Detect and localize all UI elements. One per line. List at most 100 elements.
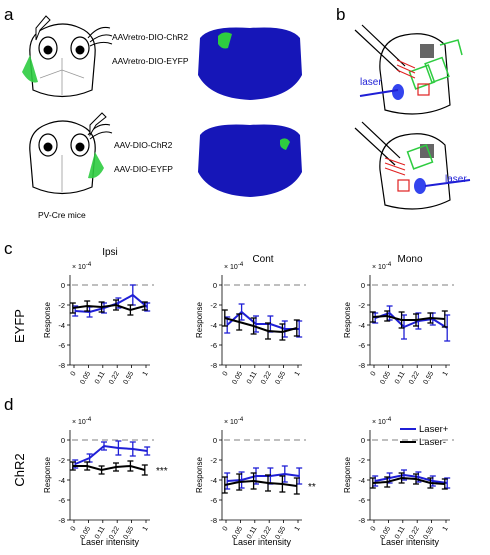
y-tick-label: 0 <box>361 436 365 445</box>
y-tick-label: -2 <box>210 456 217 465</box>
series-line-laser-on <box>74 444 148 465</box>
y-tick-label: 0 <box>213 436 217 445</box>
series-line-laser-off <box>72 303 146 312</box>
y-tick-label: -8 <box>210 516 217 525</box>
x-tick-label: 0.05 <box>231 370 244 385</box>
y-tick-label: -8 <box>58 516 65 525</box>
x-tick-label: 1 <box>294 525 302 532</box>
optogenetics-diagram-bottom <box>354 121 471 210</box>
y-tick-label: -8 <box>58 361 65 370</box>
x-axis-label: Laser intensity <box>233 537 292 547</box>
x-tick-label: 0.55 <box>122 370 135 385</box>
legend: Laser+ Laser- <box>400 424 449 448</box>
axis-exponent-label: × 10-4 <box>372 262 392 271</box>
axis-exponent-power: -4 <box>238 417 244 423</box>
brain-section-image-bottom <box>198 124 302 197</box>
y-tick-label: -8 <box>358 516 365 525</box>
y-tick-label: -2 <box>358 456 365 465</box>
x-tick-label: 0.11 <box>94 370 107 385</box>
y-axis-label: Response <box>195 301 204 338</box>
y-tick-label: -6 <box>210 341 217 350</box>
x-axis-label: Laser intensity <box>381 537 440 547</box>
axis-exponent-power: -4 <box>386 417 392 423</box>
x-tick-label: 0 <box>370 525 378 532</box>
column-title: Mono <box>397 254 422 265</box>
y-axis-label: Response <box>195 456 204 493</box>
panel-letter-d: d <box>4 395 13 414</box>
y-axis-label: Response <box>343 456 352 493</box>
series-line-laser-on <box>75 293 148 314</box>
x-tick-label: 1 <box>142 525 150 532</box>
axis-exponent-power: -4 <box>238 262 244 268</box>
axis-exponent-label: × 10-4 <box>224 262 244 271</box>
y-tick-label: -2 <box>58 301 65 310</box>
y-axis-label: Response <box>343 301 352 338</box>
x-tick-label: 0.22 <box>408 370 421 385</box>
axis-exponent-label: × 10-4 <box>72 262 92 271</box>
laser-label: laser <box>445 174 467 185</box>
y-axis-label: Response <box>43 301 52 338</box>
axis-exponent-power: -4 <box>86 417 92 423</box>
axis-exponent-label: × 10-4 <box>72 417 92 426</box>
panel-letter-b: b <box>336 5 345 24</box>
x-tick-label: 0.05 <box>379 370 392 385</box>
y-tick-label: -4 <box>58 321 65 330</box>
x-tick-label: 0.11 <box>394 370 407 385</box>
axis-exponent-power: -4 <box>86 262 92 268</box>
y-tick-label: -4 <box>210 321 217 330</box>
construct-label: AAVretro-DIO-EYFP <box>112 56 189 66</box>
axis-exponent-power: -4 <box>386 262 392 268</box>
panel-letter-c: c <box>4 239 13 258</box>
y-tick-label: -8 <box>358 361 365 370</box>
x-tick-label: 0 <box>222 525 230 532</box>
y-tick-label: -2 <box>58 456 65 465</box>
x-tick-label: 1 <box>442 370 450 377</box>
x-tick-label: 0.05 <box>79 370 92 385</box>
series-line-laser-off <box>372 314 445 321</box>
brain-section-image-top <box>198 27 302 100</box>
mouse-head-diagram-top <box>22 15 113 98</box>
y-tick-label: -4 <box>210 476 217 485</box>
x-tick-label: 1 <box>142 370 150 377</box>
axis-exponent-label: × 10-4 <box>372 417 392 426</box>
series-line-laser-off <box>72 464 146 472</box>
laser-label: laser <box>360 77 382 88</box>
x-tick-label: 1 <box>442 525 450 532</box>
x-tick-label: 0.22 <box>260 370 273 385</box>
y-tick-label: -4 <box>358 476 365 485</box>
y-axis-label: Response <box>43 456 52 493</box>
y-tick-label: 0 <box>61 436 65 445</box>
optogenetics-diagram-top <box>354 24 463 115</box>
x-tick-label: 0 <box>222 370 230 377</box>
row-label-eyfp: EYFP <box>12 309 27 343</box>
x-tick-label: 0 <box>70 370 78 377</box>
mouse-line-label: PV-Cre mice <box>38 210 86 220</box>
y-tick-label: -6 <box>358 341 365 350</box>
y-tick-label: -2 <box>210 301 217 310</box>
x-tick-label: 0.11 <box>246 370 259 385</box>
x-tick-label: 0.22 <box>108 370 121 385</box>
y-tick-label: -4 <box>358 321 365 330</box>
series-line-laser-off <box>224 317 298 334</box>
significance-annotation: *** <box>156 466 168 477</box>
significance-annotation: ** <box>308 482 316 493</box>
legend-label: Laser+ <box>419 424 449 435</box>
x-tick-label: 1 <box>294 370 302 377</box>
y-tick-label: -8 <box>210 361 217 370</box>
y-tick-label: 0 <box>213 281 217 290</box>
y-tick-label: -6 <box>210 496 217 505</box>
x-tick-label: 0.55 <box>422 370 435 385</box>
column-title: Cont <box>252 254 273 265</box>
construct-label: AAV-DIO-ChR2 <box>114 140 173 150</box>
y-tick-label: 0 <box>61 281 65 290</box>
y-tick-label: -6 <box>358 496 365 505</box>
axis-exponent-label: × 10-4 <box>224 417 244 426</box>
y-tick-label: 0 <box>361 281 365 290</box>
legend-label: Laser- <box>419 437 446 448</box>
